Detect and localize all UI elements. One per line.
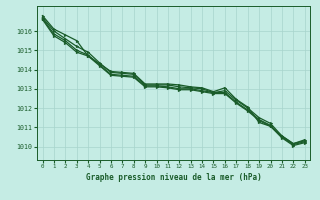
X-axis label: Graphe pression niveau de la mer (hPa): Graphe pression niveau de la mer (hPa) bbox=[86, 173, 261, 182]
